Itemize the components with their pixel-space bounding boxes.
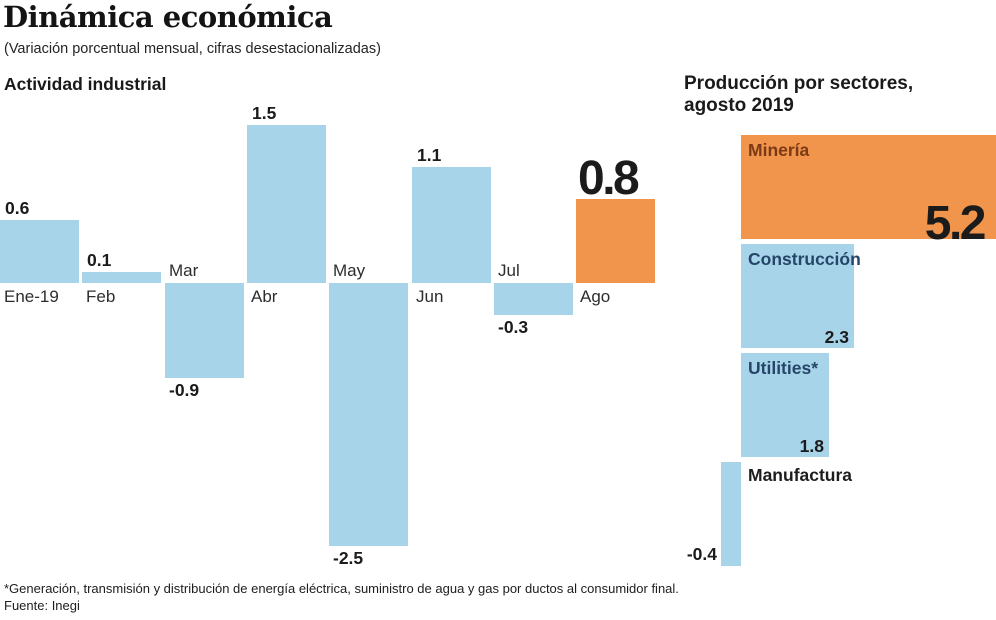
value-label-ago: 0.8 [578,152,640,205]
value-label-jun: 1.1 [417,145,442,165]
sector-label-utilities: Utilities* [748,358,819,378]
footnote: *Generación, transmisión y distribución … [4,581,679,596]
sector-label-construcci-n: Construcción [748,249,861,269]
value-label-mar: -0.9 [169,380,200,400]
bar-mar [165,283,244,378]
bar-jun [412,167,491,283]
axis-label-ago: Ago [580,287,611,306]
sectors-chart-title: Producción por sectores, agosto 2019 [684,73,913,116]
value-label-jul: -0.3 [498,317,529,337]
sectors-bar-chart: Minería 5.2 Construcción 2.3 Utilities* 1.8 Ma… [660,0,996,620]
bar-may [329,283,408,546]
axis-label-ene-19: Ene-19 [4,287,59,306]
sector-label-manufactura: Manufactura [748,465,853,485]
value-label-may: -2.5 [333,548,364,568]
bar-ene-19 [0,220,79,283]
value-label-miner-a: 5.2 [924,197,987,250]
axis-label-jul: Jul [498,261,520,280]
value-label-construcci-n: 2.3 [824,327,849,347]
value-label-feb: 0.1 [87,250,112,270]
value-label-manufactura: -0.4 [686,544,717,564]
sector-label-miner-a: Minería [748,140,810,160]
page-title: Dinámica económica [3,0,333,34]
bar-ago [576,199,655,283]
axis-label-feb: Feb [86,287,116,306]
axis-label-jun: Jun [416,287,444,306]
value-label-utilities: 1.8 [799,436,824,456]
axis-label-mar: Mar [169,261,199,280]
axis-label-abr: Abr [251,287,278,306]
sectors-chart-title-line2: agosto 2019 [684,94,794,116]
bar-jul [494,283,573,315]
source-credit: Fuente: Inegi [4,598,80,613]
bar-manufactura [721,462,741,566]
bar-utilities [741,353,829,457]
value-label-abr: 1.5 [252,103,277,123]
value-label-ene-19: 0.6 [5,198,30,218]
bar-construcci-n [741,244,854,348]
industrial-chart-title: Actividad industrial [4,74,167,94]
industrial-bar-chart: Ene-19 0.6 Feb 0.1 Mar -0.9 Abr 1.5 May -2.5 Jun 1.… [0,90,659,590]
page-subtitle: (Variación porcentual mensual, cifras de… [4,41,381,57]
axis-label-may: May [333,261,366,280]
bar-abr [247,125,326,283]
bar-feb [82,272,161,283]
bar-miner-a [741,135,996,239]
sectors-chart-title-line1: Producción por sectores, [684,73,914,94]
